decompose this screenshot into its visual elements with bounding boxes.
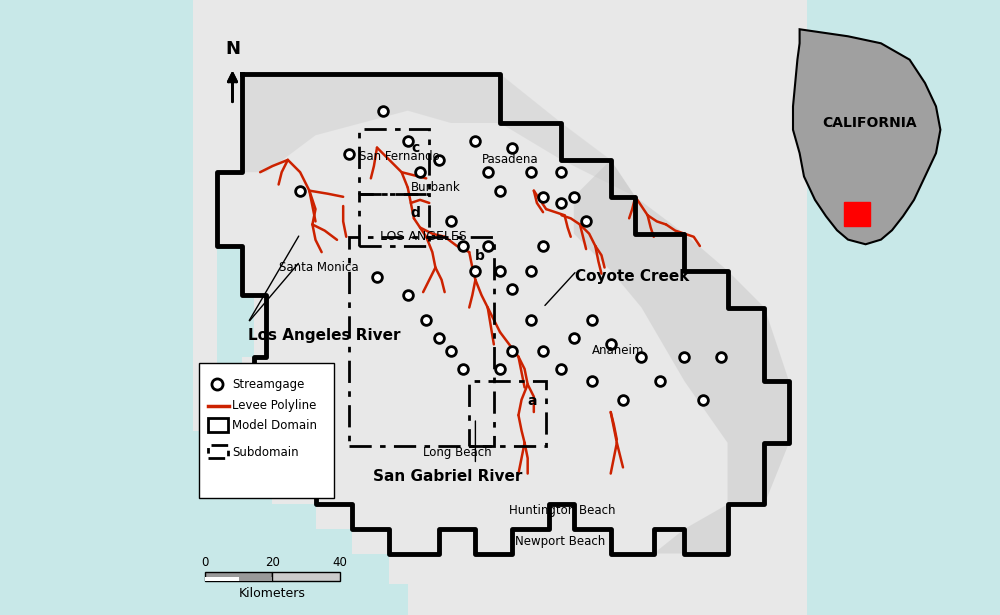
Bar	[208, 418, 228, 432]
Text: San Gabriel River: San Gabriel River	[373, 469, 522, 484]
Text: N: N	[225, 41, 240, 58]
Text: d: d	[410, 206, 420, 220]
Text: Los Angeles River: Los Angeles River	[248, 328, 400, 343]
Bar	[208, 445, 228, 458]
Bar	[349, 237, 494, 446]
Text: San Fernando: San Fernando	[359, 150, 439, 164]
Text: c: c	[412, 141, 420, 156]
Text: 20: 20	[265, 556, 280, 569]
Text: Levee Polyline: Levee Polyline	[232, 399, 317, 413]
Text: b: b	[475, 249, 485, 263]
Bar	[205, 577, 239, 581]
Polygon shape	[193, 246, 408, 615]
Polygon shape	[793, 30, 940, 244]
Bar	[205, 572, 272, 581]
Bar	[272, 572, 340, 581]
Text: a: a	[527, 394, 537, 408]
Text: 40: 40	[333, 556, 348, 569]
Polygon shape	[574, 160, 789, 554]
Text: Burbank: Burbank	[411, 181, 461, 194]
Text: Pasadena: Pasadena	[482, 153, 538, 167]
Text: Coyote Creek: Coyote Creek	[575, 269, 689, 284]
Text: Santa Monica: Santa Monica	[279, 261, 358, 274]
Bar	[469, 381, 546, 446]
Text: CALIFORNIA: CALIFORNIA	[823, 116, 917, 130]
Bar	[359, 129, 429, 194]
Text: Huntington Beach: Huntington Beach	[509, 504, 616, 517]
Text: Streamgage: Streamgage	[232, 378, 305, 391]
Bar	[239, 577, 272, 581]
Text: Newport Beach: Newport Beach	[515, 534, 606, 548]
Bar	[844, 202, 870, 226]
Polygon shape	[242, 74, 635, 197]
Bar	[199, 363, 334, 498]
Text: Kilometers: Kilometers	[239, 587, 306, 600]
Text: Subdomain: Subdomain	[232, 445, 299, 459]
Text: Model Domain: Model Domain	[232, 419, 317, 432]
Text: Long Beach: Long Beach	[423, 445, 492, 459]
Bar	[359, 194, 429, 246]
Text: Anaheim: Anaheim	[592, 344, 645, 357]
Text: LOS ANGELES: LOS ANGELES	[380, 230, 467, 244]
Text: 0: 0	[201, 556, 208, 569]
